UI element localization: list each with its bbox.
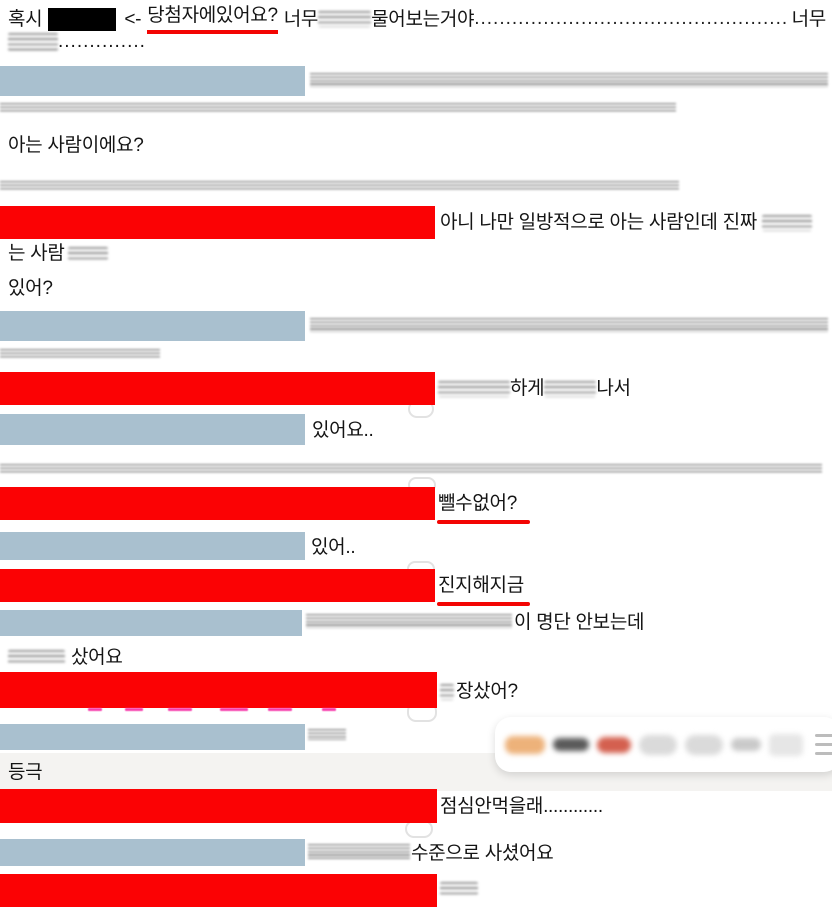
- message-row: 하게 나서: [438, 378, 631, 400]
- message-text: 수준으로 사셨어요: [411, 843, 554, 864]
- red-redaction-bar: [0, 487, 435, 520]
- message-row: 아니 나만 일방적으로 아는 사람인데 진짜: [440, 212, 812, 234]
- message-text: 나서: [596, 378, 631, 399]
- message-text: 샀어요: [71, 647, 123, 668]
- blue-redaction-bar: [0, 311, 305, 341]
- pill-blur-button[interactable]: [685, 734, 723, 755]
- message-row: 샀어요: [8, 647, 123, 669]
- pink-leak-mark: [168, 708, 192, 711]
- red-redaction-bar: [0, 672, 437, 708]
- message-text: 점심안먹을래............: [440, 796, 603, 817]
- blur-redaction: [8, 32, 58, 51]
- message-line-1: 혹시 <- 당첨자에있어요? 너무 물어보는거야 ...............…: [8, 5, 826, 34]
- message-text: 이 명단 안보는데: [514, 612, 645, 633]
- pink-leak-mark: [88, 708, 102, 711]
- blur-redaction: [318, 11, 372, 28]
- message-text: 있어..: [311, 537, 356, 558]
- blue-redaction-bar: [0, 532, 305, 560]
- message-text: 아니 나만 일방적으로 아는 사람인데 진짜: [440, 212, 757, 233]
- message-row: 는 사람: [8, 243, 108, 265]
- blue-redaction-bar: [0, 839, 305, 866]
- pink-leak-mark: [268, 708, 292, 711]
- emoji-blur-icon[interactable]: [505, 735, 545, 754]
- blur-redaction: [761, 214, 812, 231]
- red-redaction-bar: [0, 569, 435, 602]
- blur-redaction: [8, 650, 65, 666]
- blur-redaction: [440, 882, 478, 895]
- message-text: 아는 사람이에요?: [8, 135, 144, 156]
- blur-redaction: [438, 380, 510, 397]
- message-text: 장샀어?: [456, 681, 518, 702]
- blur-redaction: [544, 380, 597, 397]
- blur-redaction-line: [308, 729, 346, 740]
- red-underline: [437, 520, 530, 524]
- blur-redaction: [67, 247, 108, 261]
- red-blur-icon[interactable]: [597, 736, 631, 753]
- message-text: 너무: [283, 8, 319, 30]
- message-text: 너무: [791, 8, 827, 30]
- message-text: 있어요..: [312, 420, 374, 441]
- pill-blur-button[interactable]: [639, 734, 677, 755]
- blue-redaction-bar: [0, 66, 305, 96]
- red-redaction-bar: [0, 874, 437, 907]
- blur-redaction-line: [306, 614, 512, 628]
- blur-redaction-line: [0, 103, 676, 113]
- underlined-text: 당첨자에있어요?: [147, 5, 278, 34]
- pink-leak-mark: [220, 708, 248, 711]
- blur-redaction-line: [0, 464, 822, 473]
- pink-leak-mark: [322, 708, 336, 711]
- red-redaction-bar: [0, 206, 435, 239]
- message-row: 장샀어?: [440, 681, 518, 703]
- section-label: 등극: [8, 762, 43, 783]
- black-redaction-box: [48, 7, 117, 31]
- red-redaction-bar: [0, 789, 437, 823]
- text-blur-item[interactable]: [553, 738, 589, 751]
- blur-redaction-line: [0, 181, 679, 190]
- arrow-text: <-: [124, 8, 142, 30]
- red-redaction-bar: [0, 372, 435, 405]
- red-underline: [437, 602, 530, 606]
- blur-redaction-line: [0, 349, 160, 358]
- dots-text: ..............: [58, 31, 146, 52]
- message-text: 진지해지금: [438, 575, 524, 596]
- blue-redaction-bar: [0, 414, 305, 445]
- blur-redaction: [440, 683, 454, 700]
- reaction-toolbar[interactable]: [495, 717, 832, 772]
- blur-redaction-line: [310, 318, 828, 332]
- message-text: 하게: [510, 378, 545, 399]
- message-text: 물어보는거야: [371, 8, 475, 30]
- blur-button[interactable]: [731, 738, 761, 751]
- dots-text: ........................................…: [474, 8, 788, 30]
- message-text: 혹시: [8, 8, 43, 30]
- blur-redaction-line: [310, 73, 828, 87]
- menu-icon[interactable]: [815, 734, 832, 755]
- message-text: 있어?: [8, 278, 53, 299]
- blur-button[interactable]: [769, 733, 803, 756]
- message-text: 뺄수없어?: [438, 493, 517, 514]
- message-text: 는 사람: [8, 243, 65, 264]
- blue-redaction-bar: [0, 610, 302, 636]
- message-line-2: ..............: [8, 31, 146, 53]
- blue-redaction-bar: [0, 724, 305, 750]
- pink-leak-mark: [125, 708, 143, 711]
- blur-redaction-line: [308, 844, 410, 859]
